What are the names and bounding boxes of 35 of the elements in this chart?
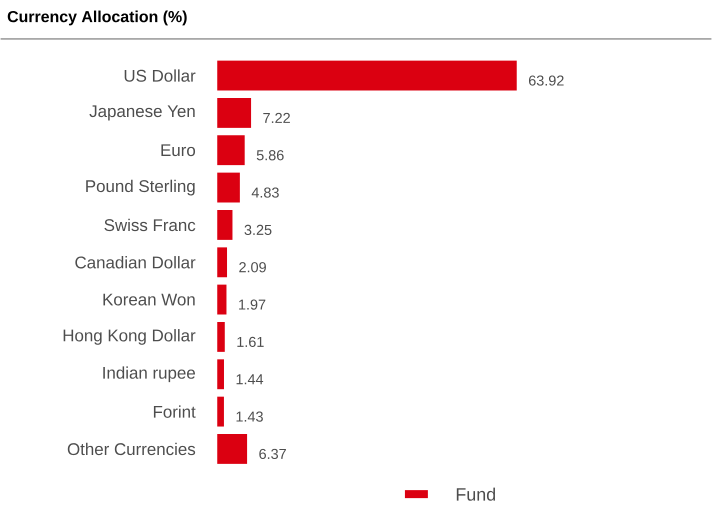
data-label: 7.22 <box>263 112 290 123</box>
data-label: 4.83 <box>252 187 279 198</box>
y-tick-label: Japanese Yen <box>89 105 195 120</box>
bar <box>217 284 226 314</box>
bar <box>217 172 240 202</box>
bar <box>217 60 517 90</box>
y-tick-label: Pound Sterling <box>86 180 195 196</box>
y-tick-label: Canadian Dollar <box>75 256 196 268</box>
bar <box>217 247 228 278</box>
data-label: 63.92 <box>528 75 564 86</box>
y-tick-label: Euro <box>161 144 196 156</box>
data-label: 1.43 <box>236 411 263 422</box>
bar <box>217 396 224 426</box>
data-label: 2.09 <box>239 262 266 272</box>
y-tick-label: Indian rupee <box>103 366 195 382</box>
bar <box>217 322 225 352</box>
legend-label: Fund <box>456 488 496 501</box>
y-tick-label: Other Currencies <box>68 442 196 456</box>
data-label: 1.61 <box>237 336 264 347</box>
y-tick-label: Hong Kong Dollar <box>64 328 196 345</box>
data-label: 6.37 <box>259 448 286 459</box>
y-tick-label: Swiss Franc <box>104 218 196 232</box>
bar <box>217 98 252 128</box>
data-label: 1.97 <box>239 299 266 310</box>
bar <box>217 434 248 464</box>
data-label: 3.25 <box>244 224 272 235</box>
y-tick-label: Forint <box>154 405 196 418</box>
y-tick-label: US Dollar <box>124 69 196 82</box>
data-label: 1.44 <box>236 374 264 384</box>
data-label: 5.86 <box>256 150 284 160</box>
y-tick-label: Korean Won <box>103 294 195 306</box>
bar <box>217 359 224 390</box>
chart-title: Currency Allocation (%) <box>8 10 187 26</box>
bar <box>217 210 232 240</box>
bar <box>217 135 245 166</box>
